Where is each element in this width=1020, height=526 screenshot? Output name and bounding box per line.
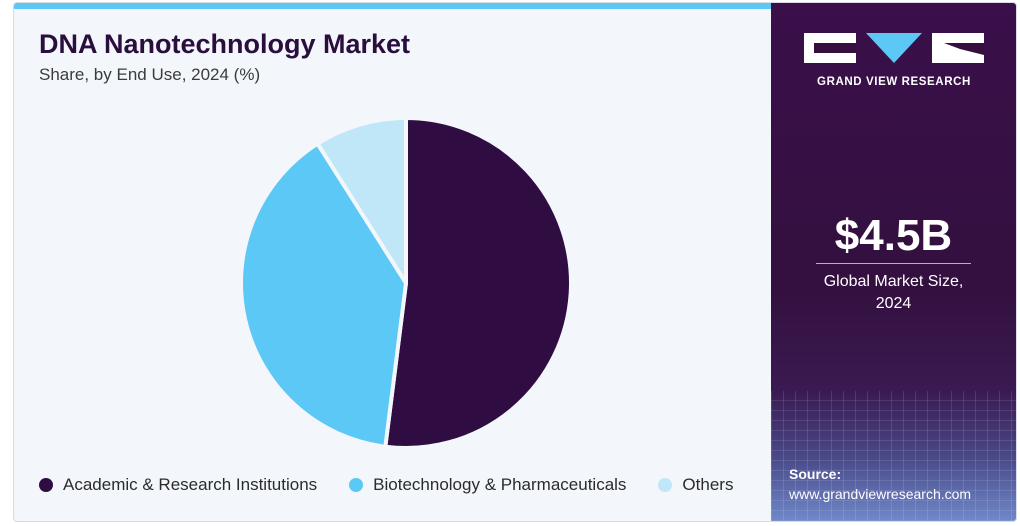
source-link[interactable]: www.grandviewresearch.com: [789, 486, 972, 502]
market-size-value: $4.5B: [834, 211, 953, 260]
legend-label-others: Others: [682, 475, 734, 494]
legend-swatch-others: [658, 478, 673, 492]
divider: [816, 263, 971, 264]
pie-chart: [239, 116, 573, 450]
chart-title: DNA Nanotechnology Market: [39, 29, 411, 59]
legend-item-others: Others: [658, 475, 733, 495]
legend-swatch-biotech: [349, 478, 364, 492]
chart-subtitle: Share, by End Use, 2024 (%): [39, 65, 261, 84]
brand-name: GRAND VIEW RESEARCH: [817, 76, 971, 88]
legend-label-academic: Academic & Research Institutions: [63, 475, 318, 494]
legend-item-academic: Academic & Research Institutions: [39, 475, 317, 495]
source-label: Source:: [789, 466, 842, 482]
info-panel: GRAND VIEW RESEARCH $4.5B Global Market …: [771, 3, 1016, 521]
legend: Academic & Research Institutions Biotech…: [39, 475, 765, 495]
pie-slice-academic: [383, 116, 573, 450]
brand-logo: GRAND VIEW RESEARCH: [804, 33, 984, 88]
pie-slice-others: [315, 116, 408, 285]
grid-decoration: [771, 391, 1016, 521]
chart-panel: DNA Nanotechnology Market Share, by End …: [14, 3, 771, 521]
accent-bar: [14, 3, 771, 9]
legend-item-biotech: Biotechnology & Pharmaceuticals: [349, 475, 626, 495]
legend-swatch-academic: [39, 478, 53, 492]
chart-card: DNA Nanotechnology Market Share, by End …: [13, 2, 1017, 522]
logo-mark-icon: [804, 33, 984, 63]
legend-label-biotech: Biotechnology & Pharmaceuticals: [373, 475, 627, 494]
market-size-label: Global Market Size, 2024: [823, 273, 964, 312]
